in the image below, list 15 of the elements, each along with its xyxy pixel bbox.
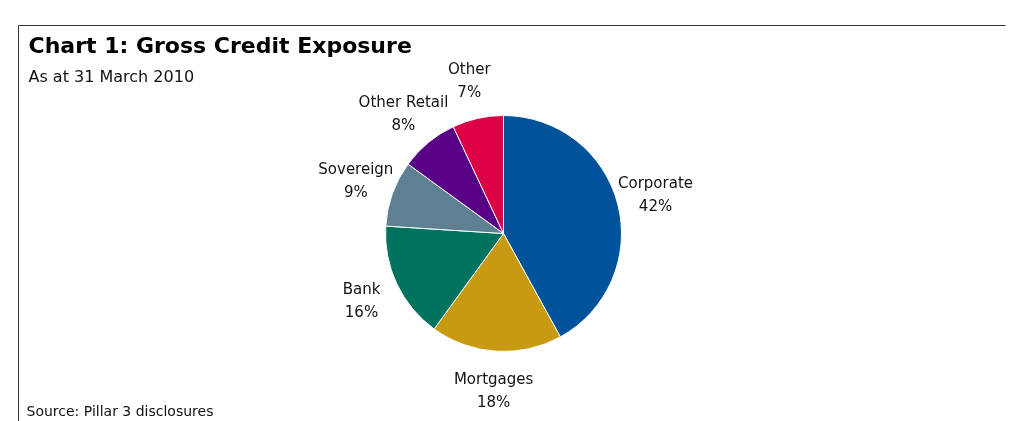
slice-label: Other (447, 60, 492, 79)
source-note: Source: Pillar 3 disclosures (26, 402, 214, 419)
slice-label: Sovereign (318, 160, 394, 179)
data-label: 16% (344, 303, 379, 322)
data-label: 8% (391, 115, 416, 134)
data-label: 7% (457, 83, 482, 102)
slice-label: Mortgages (453, 370, 534, 389)
data-label: 42% (638, 197, 673, 216)
slice-label: Other Retail (358, 92, 449, 111)
slice-label: Corporate (618, 174, 694, 193)
chart-title: Chart 1: Gross Credit Exposure (28, 33, 412, 58)
data-label: 9% (343, 183, 368, 202)
data-label: 18% (476, 393, 511, 412)
slice-label: Bank (342, 280, 381, 299)
text: As at 31 March 2010 (28, 67, 195, 86)
